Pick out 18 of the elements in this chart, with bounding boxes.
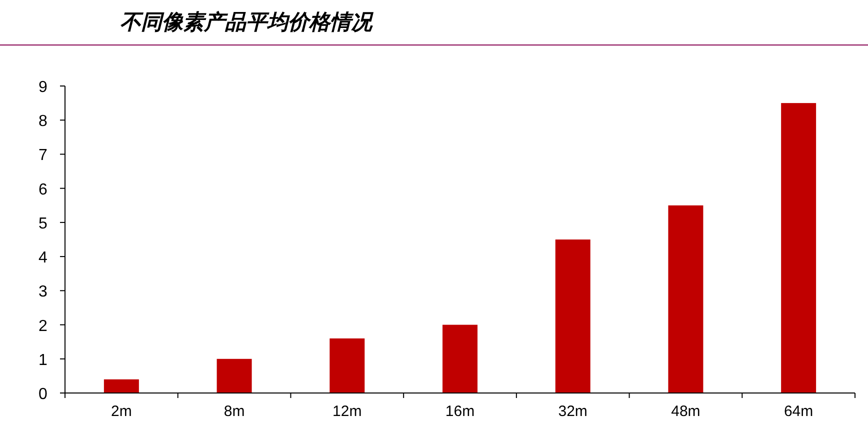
title: 不同像素产品平均价格情况: [120, 10, 372, 34]
x-tick-label: 32m: [558, 403, 588, 420]
x-tick-label: 8m: [224, 403, 245, 420]
y-tick-label: 2: [38, 318, 48, 335]
y-tick-label: 4: [38, 250, 48, 267]
x-tick-label: 12m: [332, 403, 362, 420]
y-tick-label: 0: [38, 386, 48, 403]
x-tick-label: 48m: [671, 403, 700, 420]
y-tick-label: 8: [38, 113, 48, 130]
y-tick-label: 6: [38, 181, 48, 198]
y-tick-label: 9: [38, 79, 48, 96]
x-tick-label: 2m: [111, 403, 132, 420]
y-tick-label: 1: [38, 352, 48, 369]
y-tick-label: 5: [38, 215, 48, 232]
y-tick-label: 3: [38, 284, 48, 301]
x-tick-label: 16m: [445, 403, 475, 420]
x-tick-label: 64m: [784, 403, 814, 420]
y-tick-label: 7: [38, 147, 48, 164]
